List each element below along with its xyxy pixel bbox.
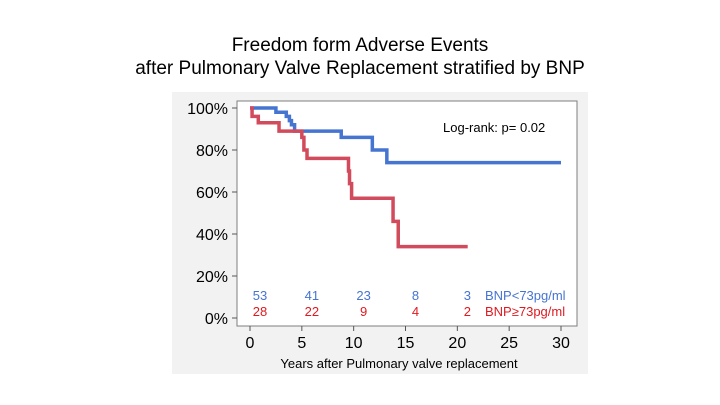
legend-label-high-bnp: BNP≥73pg/ml — [485, 304, 565, 319]
chart-title-line-1: Freedom form Adverse Events — [231, 35, 489, 56]
survival-curve-low-bnp — [250, 106, 561, 165]
y-tick-label: 100% — [187, 101, 228, 118]
y-tick-label: 20% — [196, 269, 228, 286]
at-risk-count: 53 — [253, 288, 267, 303]
y-tick-label: 80% — [196, 143, 228, 160]
x-tick-label: 5 — [297, 335, 306, 352]
at-risk-count: 23 — [356, 288, 370, 303]
y-tick-label: 0% — [205, 311, 228, 328]
plot-area — [236, 100, 578, 327]
chart-title-line-2: after Pulmonary Valve Replacement strati… — [135, 58, 585, 79]
at-risk-count: 28 — [253, 304, 267, 319]
y-tick-label: 40% — [196, 227, 228, 244]
x-axis-label: Years after Pulmonary valve replacement — [280, 356, 518, 371]
x-tick-label: 30 — [552, 335, 570, 352]
at-risk-count: 41 — [305, 288, 319, 303]
at-risk-count: 2 — [464, 304, 471, 319]
x-tick-label: 0 — [246, 335, 255, 352]
at-risk-count: 8 — [412, 288, 419, 303]
x-tick-label: 25 — [500, 335, 518, 352]
x-tick-label: 20 — [448, 335, 466, 352]
log-rank-annotation: Log-rank: p= 0.02 — [443, 120, 545, 135]
at-risk-count: 22 — [305, 304, 319, 319]
at-risk-count: 9 — [360, 304, 367, 319]
y-tick-label: 60% — [196, 185, 228, 202]
at-risk-count: 4 — [412, 304, 419, 319]
legend-label-low-bnp: BNP<73pg/ml — [485, 288, 566, 303]
x-tick-label: 15 — [397, 335, 415, 352]
at-risk-count: 3 — [464, 288, 471, 303]
x-tick-label: 10 — [345, 335, 363, 352]
survival-curve-high-bnp — [250, 106, 468, 249]
